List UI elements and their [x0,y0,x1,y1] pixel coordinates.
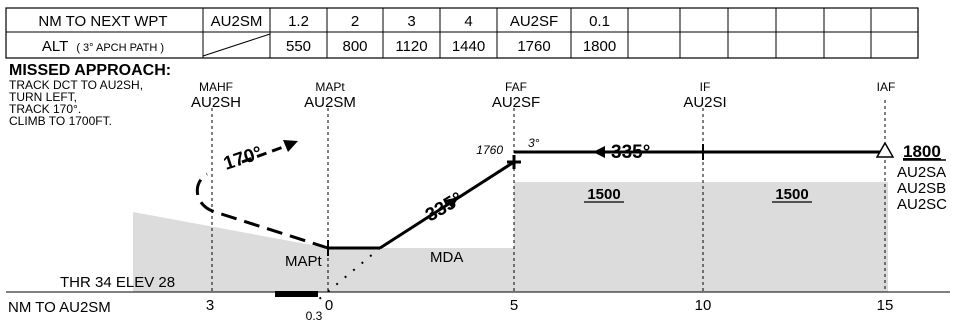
table-cell-nm-1: 1.2 [288,13,309,30]
track-final-label: 335° [422,188,467,226]
table-cell-nm-3: 3 [407,13,415,30]
iaf-fix-a: AU2SA [897,164,946,181]
table-header-alt-main: ALT [42,38,68,55]
table-header-alt-sub: ( 3° APCH PATH ) [76,42,164,54]
fix-name-au2sf: AU2SF [492,94,540,111]
fix-role-mahf: MAHF [199,80,233,94]
missed-approach-title: MISSED APPROACH: [9,62,171,79]
fix-name-au2sm: AU2SM [304,94,356,111]
missed-line-4: CLIMB TO 1700FT. [9,114,112,128]
axis-label: NM TO AU2SM [8,299,111,316]
table-cell-alt-4: 1440 [452,38,485,55]
missed-line-2: TURN LEFT, [9,90,77,104]
axis-tick-5: 5 [510,297,518,314]
missed-approach-text: MISSED APPROACH: TRACK DCT TO AU2SH, TUR… [9,62,171,128]
faf-altitude-label: 1760 [476,143,503,157]
mapt-profile-label: MAPt [285,253,323,270]
mda-label: MDA [430,249,463,266]
table-cell-nm-2: 2 [351,13,359,30]
table-cell-nm-5: AU2SF [510,13,558,30]
fix-lines [211,100,886,292]
table-header-nm: NM TO NEXT WPT [38,13,167,30]
table-cell-alt-5: 1760 [517,38,550,55]
fix-name-au2si: AU2SI [683,94,726,111]
table-cell-alt-6: 1800 [583,38,616,55]
fix-role-if: IF [700,80,711,94]
track-missed-label: 170° [221,143,265,175]
table-cell-nm-4: 4 [464,13,472,30]
axis-tick-3: 3 [206,297,214,314]
iaf-altitude-label: 1800 [903,142,941,161]
segment-altitude-1: 1500 [587,186,620,203]
fix-labels: MAHF AU2SH MAPt AU2SM FAF AU2SF IF AU2SI… [191,80,895,111]
missed-line-1: TRACK DCT TO AU2SH, [9,78,143,92]
missed-line-3: TRACK 170°. [9,102,81,116]
iaf-fix-c: AU2SC [897,196,947,213]
fix-role-faf: FAF [505,80,527,94]
axis-tick-15: 15 [877,297,894,314]
iaf-triangle-icon [875,141,895,158]
axis-tick-0: 0 [325,297,333,314]
axis-tick-10: 10 [695,297,712,314]
table-header-alt: ALT ( 3° APCH PATH ) [42,38,164,55]
iaf-fix-b: AU2SB [897,180,946,197]
axis-offset-label: 0.3 [306,309,323,321]
glide-angle-label: 3° [528,136,540,150]
segment-altitude-2: 1500 [775,186,808,203]
arrow-left-icon [593,146,605,158]
table-cell-alt-3: 1120 [395,38,427,55]
fix-role-iaf: IAF [877,80,896,94]
offset-bar [275,291,318,297]
fix-name-au2sh: AU2SH [191,94,241,111]
waypoint-table: NM TO NEXT WPT ALT ( 3° APCH PATH ) AU2S… [5,7,919,59]
track-intermediate-label: 335° [611,142,650,163]
fix-role-mapt: MAPt [315,80,345,94]
threshold-label: THR 34 ELEV 28 [60,274,175,291]
arrow-down-left-icon [445,197,459,208]
table-cell-alt-1: 550 [286,38,311,55]
table-cell-nm-6: 0.1 [589,13,610,30]
faf-cross-icon [507,155,521,169]
distance-axis: NM TO AU2SM 3 0 5 10 15 0.3 [6,291,950,321]
table-cell-alt-2: 800 [342,38,367,55]
terrain-areas [133,182,888,292]
table-cell-nm-0: AU2SM [211,13,263,30]
arrow-up-right-icon [283,140,298,152]
